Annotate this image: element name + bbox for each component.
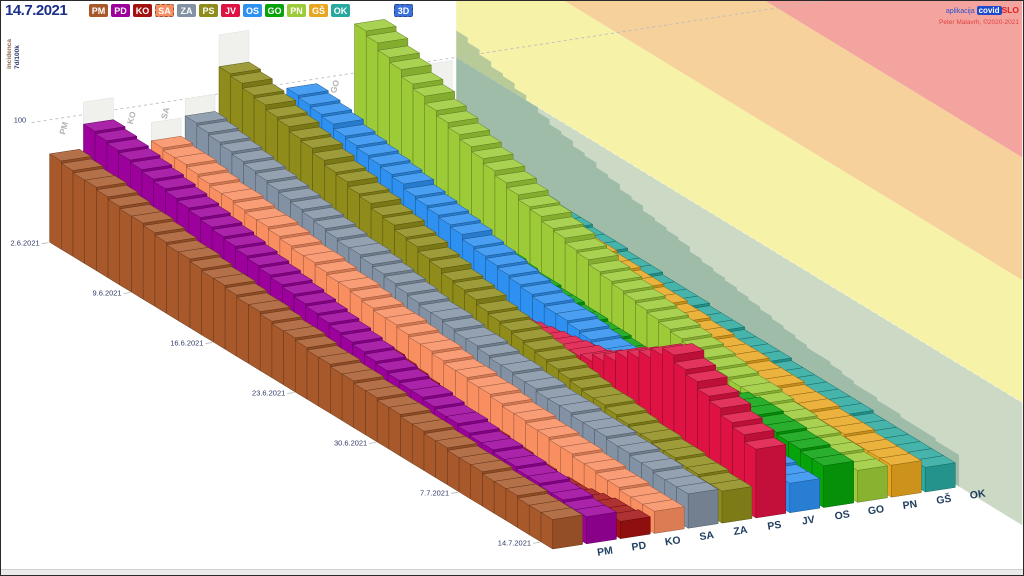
region-button-PN[interactable]: PN xyxy=(287,4,306,17)
svg-text:ZA: ZA xyxy=(733,525,749,538)
svg-text:KO: KO xyxy=(664,535,681,548)
wall-zone-bands xyxy=(456,1,1023,526)
brand-covid-label: covid xyxy=(976,6,1002,15)
region-button-PM[interactable]: PM xyxy=(89,4,108,17)
svg-text:GO: GO xyxy=(867,504,885,517)
selected-date[interactable]: 14.7.2021 xyxy=(5,2,68,19)
region-button-ZA[interactable]: ZA xyxy=(177,4,196,17)
back-gridline-100 xyxy=(31,1,826,124)
app-title-line: aplikacija covid SLO xyxy=(939,4,1019,17)
svg-text:OS: OS xyxy=(834,509,851,522)
svg-text:16.6.2021: 16.6.2021 xyxy=(170,338,203,347)
mode-3d-button[interactable]: 3D xyxy=(394,4,413,17)
svg-text:23.6.2021: 23.6.2021 xyxy=(252,389,285,398)
region-button-PD[interactable]: PD xyxy=(111,4,130,17)
window-bottom-strip xyxy=(1,569,1023,575)
region-button-JV[interactable]: JV xyxy=(221,4,240,17)
region-button-SA[interactable]: SA xyxy=(155,4,174,17)
region-button-PS[interactable]: PS xyxy=(199,4,218,17)
region-button-KO[interactable]: KO xyxy=(133,4,152,17)
region-button-bar: PM PD KO SA ZA PS JV OS GO PN GŠ OK xyxy=(89,4,350,17)
svg-text:PD: PD xyxy=(631,540,648,553)
region-button-OK[interactable]: OK xyxy=(331,4,350,17)
y-gridline-label: 100 xyxy=(14,116,26,125)
svg-text:30.6.2021: 30.6.2021 xyxy=(334,438,367,447)
brand-slo-label: SLO xyxy=(1001,5,1019,15)
y-axis-title-unit: 7d/100k xyxy=(14,45,21,69)
svg-text:JV: JV xyxy=(801,515,815,528)
branding-block: aplikacija covid SLO Peter Malavrh, ©2020-… xyxy=(939,4,1019,28)
svg-text:SA: SA xyxy=(159,106,172,120)
svg-text:PN: PN xyxy=(902,499,918,512)
region-button-GO[interactable]: GO xyxy=(265,4,284,17)
front-region-labels: PM PD KO SA ZA PS JV OS GO PN GŠ OK xyxy=(596,488,986,558)
svg-text:PM: PM xyxy=(596,545,613,558)
svg-text:GO: GO xyxy=(328,78,341,94)
svg-text:SA: SA xyxy=(699,530,716,543)
svg-text:14.7.2021: 14.7.2021 xyxy=(498,538,531,547)
svg-text:OK: OK xyxy=(969,488,987,501)
svg-text:PM: PM xyxy=(57,121,70,136)
region-button-OS[interactable]: OS xyxy=(243,4,262,17)
svg-text:2.6.2021: 2.6.2021 xyxy=(11,239,40,248)
app-prefix-label: aplikacija xyxy=(945,8,975,15)
svg-text:GŠ: GŠ xyxy=(935,492,952,507)
svg-text:9.6.2021: 9.6.2021 xyxy=(92,289,121,298)
svg-text:7.7.2021: 7.7.2021 xyxy=(420,488,449,497)
wall-shadow-profile xyxy=(455,30,960,488)
date-axis-labels: 2.6.2021 9.6.2021 16.6.2021 23.6.2021 30.6.2… xyxy=(11,239,541,547)
svg-text:100: 100 xyxy=(14,116,26,125)
credit-label: Peter Malavrh, ©2020-2021 xyxy=(939,19,1019,26)
wall-gridline-100 xyxy=(455,57,1023,403)
svg-text:PS: PS xyxy=(767,520,783,533)
region-button-GŠ[interactable]: GŠ xyxy=(309,4,328,17)
ribbon-PM xyxy=(49,149,583,550)
svg-text:KO: KO xyxy=(125,110,138,125)
y-axis-title-measure: incidenca xyxy=(6,39,13,69)
